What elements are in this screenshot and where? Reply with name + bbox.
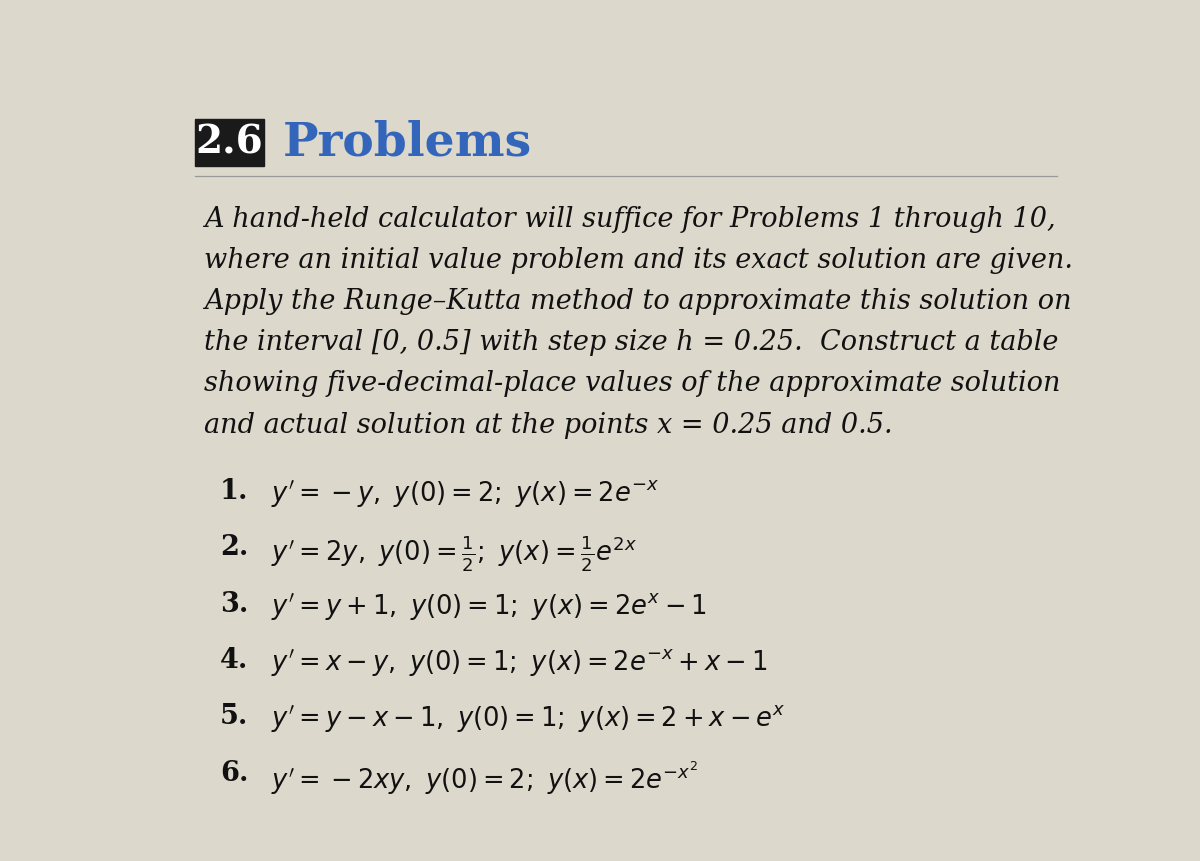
- Text: Problems: Problems: [283, 120, 533, 165]
- Text: where an initial value problem and its exact solution are given.: where an initial value problem and its e…: [204, 247, 1073, 274]
- Text: 3.: 3.: [220, 591, 248, 617]
- FancyBboxPatch shape: [194, 119, 264, 166]
- Text: $y' = y - x - 1,\ y(0) = 1;\ y(x) = 2 + x - e^{x}$: $y' = y - x - 1,\ y(0) = 1;\ y(x) = 2 + …: [271, 703, 786, 734]
- Text: $y' = -y,\ y(0) = 2;\ y(x) = 2e^{-x}$: $y' = -y,\ y(0) = 2;\ y(x) = 2e^{-x}$: [271, 478, 659, 509]
- Text: showing five-decimal-place values of the approximate solution: showing five-decimal-place values of the…: [204, 370, 1061, 398]
- Text: 1.: 1.: [220, 478, 248, 505]
- Text: Apply the Runge–Kutta method to approximate this solution on: Apply the Runge–Kutta method to approxim…: [204, 288, 1072, 315]
- Text: 2.6: 2.6: [196, 123, 263, 161]
- Text: 5.: 5.: [220, 703, 248, 730]
- Text: A hand-held calculator will suffice for Problems 1 through 10,: A hand-held calculator will suffice for …: [204, 206, 1056, 233]
- Text: $y' = 2y,\ y(0) = \frac{1}{2};\ y(x) = \frac{1}{2}e^{2x}$: $y' = 2y,\ y(0) = \frac{1}{2};\ y(x) = \…: [271, 534, 637, 574]
- Text: $y' = -2xy,\ y(0) = 2;\ y(x) = 2e^{-x^2}$: $y' = -2xy,\ y(0) = 2;\ y(x) = 2e^{-x^2}…: [271, 759, 698, 797]
- Text: $y' = x - y,\ y(0) = 1;\ y(x) = 2e^{-x} + x - 1$: $y' = x - y,\ y(0) = 1;\ y(x) = 2e^{-x} …: [271, 647, 768, 678]
- Text: 2.: 2.: [220, 534, 248, 561]
- Text: 4.: 4.: [220, 647, 248, 674]
- Text: 6.: 6.: [220, 759, 248, 787]
- Text: the interval [0, 0.5] with step size h = 0.25.  Construct a table: the interval [0, 0.5] with step size h =…: [204, 330, 1058, 356]
- Text: and actual solution at the points x = 0.25 and 0.5.: and actual solution at the points x = 0.…: [204, 412, 893, 438]
- Text: $y' = y + 1,\ y(0) = 1;\ y(x) = 2e^{x} - 1$: $y' = y + 1,\ y(0) = 1;\ y(x) = 2e^{x} -…: [271, 591, 707, 622]
